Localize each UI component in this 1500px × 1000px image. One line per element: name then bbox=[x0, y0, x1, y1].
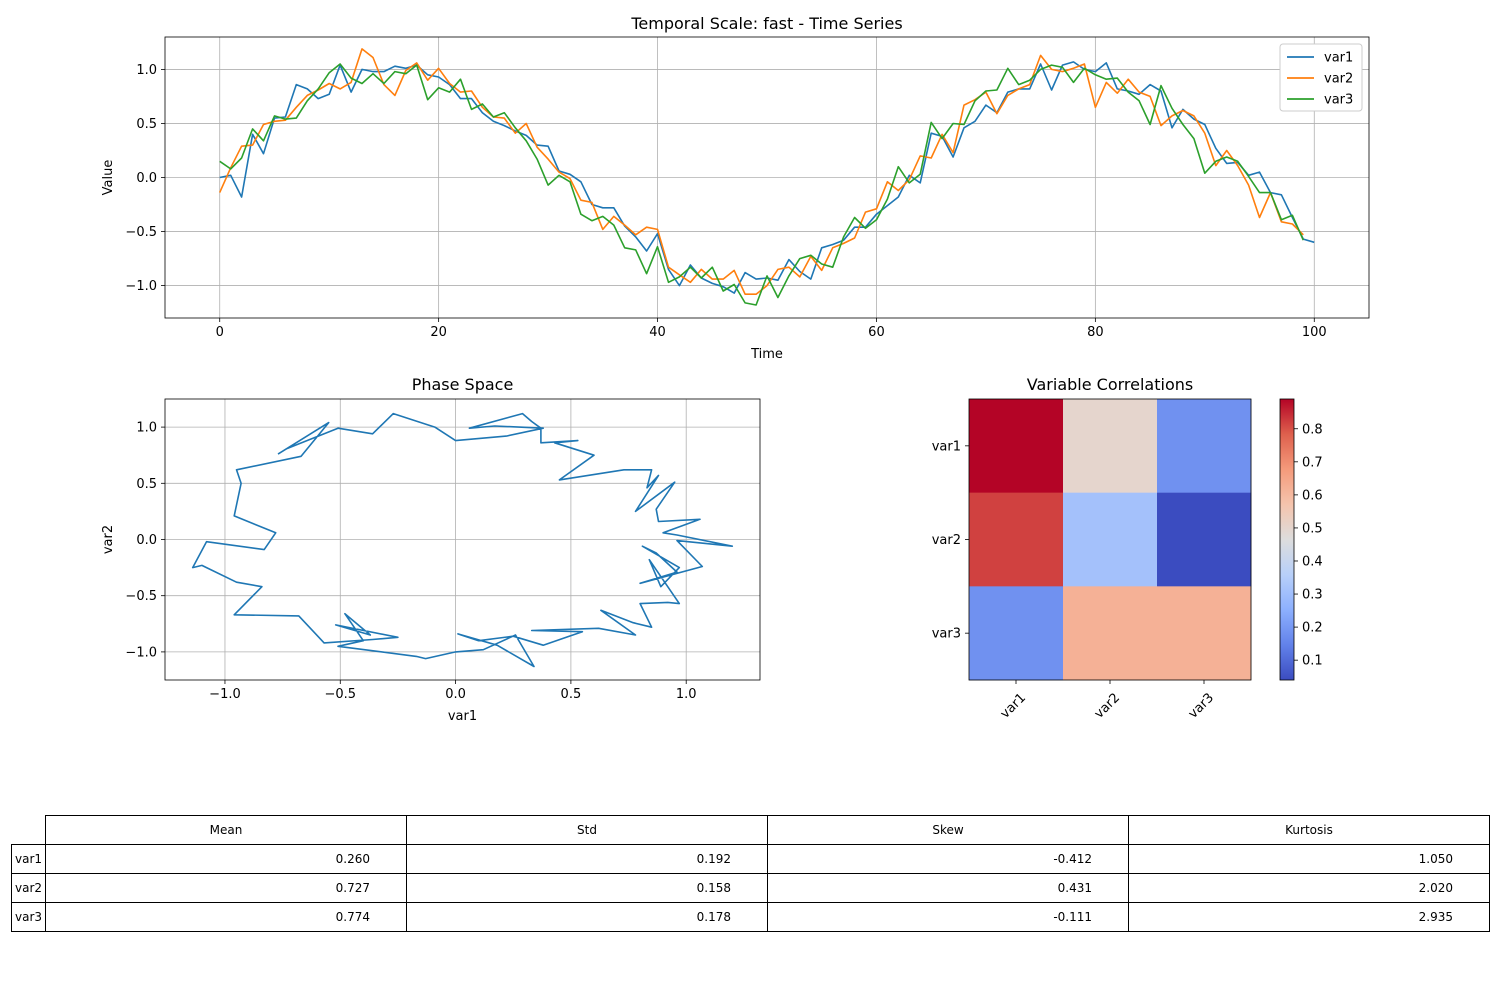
row-header: var3 bbox=[11, 902, 46, 932]
axes-frame bbox=[164, 36, 1370, 319]
colorbar-tick-label: 0.4 bbox=[1302, 554, 1323, 569]
table-cell: 0.178 bbox=[406, 902, 768, 932]
x-tick-label: var1 bbox=[998, 690, 1029, 721]
colorbar bbox=[1279, 398, 1295, 681]
column-header: Skew bbox=[767, 815, 1129, 845]
table-corner bbox=[12, 816, 46, 845]
table-row: var1 0.260 0.192 -0.412 1.050 bbox=[11, 844, 1490, 874]
x-axis-label: var1 bbox=[448, 709, 477, 724]
x-tick-label: −0.5 bbox=[324, 687, 356, 702]
colorbar-tick-label: 0.2 bbox=[1302, 621, 1323, 636]
y-tick-label: −0.5 bbox=[125, 589, 157, 604]
heatmap-cell bbox=[969, 586, 1064, 681]
table-cell: 0.774 bbox=[45, 902, 407, 932]
chart-title: Phase Space bbox=[412, 375, 514, 394]
table-cell: 0.192 bbox=[406, 844, 768, 874]
statistics-table: Mean Std Skew Kurtosis var1 0.260 0.192 … bbox=[11, 815, 1490, 932]
x-tick-label: 60 bbox=[868, 325, 885, 340]
y-tick-label: 1.0 bbox=[136, 421, 157, 436]
x-tick-label: 100 bbox=[1302, 325, 1327, 340]
table-cell: 0.727 bbox=[45, 873, 407, 903]
phase-trajectory bbox=[191, 412, 734, 668]
table-row: var3 0.774 0.178 -0.111 2.935 bbox=[11, 902, 1490, 932]
x-tick-label: 1.0 bbox=[676, 687, 697, 702]
y-tick-label: 0.0 bbox=[136, 171, 157, 186]
y-axis-label: Value bbox=[101, 160, 116, 196]
table-cell: 0.431 bbox=[767, 873, 1129, 903]
table-cell: -0.412 bbox=[767, 844, 1129, 874]
x-tick-label: 0 bbox=[216, 325, 224, 340]
table-cell: 1.050 bbox=[1128, 844, 1490, 874]
table-row: var2 0.727 0.158 0.431 2.020 bbox=[11, 873, 1490, 903]
y-tick-label: 1.0 bbox=[136, 63, 157, 78]
heatmap-cell bbox=[1063, 492, 1158, 587]
colorbar-tick-label: 0.1 bbox=[1302, 654, 1323, 669]
chart-title: Temporal Scale: fast - Time Series bbox=[630, 14, 902, 33]
heatmap-cell bbox=[1157, 492, 1252, 587]
heatmap-cell bbox=[1063, 399, 1158, 493]
colorbar-tick-label: 0.3 bbox=[1302, 588, 1323, 603]
x-tick-label: 0.0 bbox=[445, 687, 466, 702]
heatmap-cell bbox=[1063, 586, 1158, 681]
table-cell: 2.935 bbox=[1128, 902, 1490, 932]
colorbar-tick-label: 0.5 bbox=[1302, 521, 1323, 536]
series-line-var3 bbox=[219, 63, 1305, 306]
x-tick-label: 80 bbox=[1087, 325, 1104, 340]
y-tick-label: 0.5 bbox=[136, 477, 157, 492]
table-cell: 2.020 bbox=[1128, 873, 1490, 903]
table-cell: -0.111 bbox=[767, 902, 1129, 932]
colorbar-tick-label: 0.8 bbox=[1302, 422, 1323, 437]
column-header: Mean bbox=[45, 815, 407, 845]
legend-box bbox=[1279, 43, 1363, 112]
colorbar-tick-label: 0.7 bbox=[1302, 455, 1323, 470]
y-tick-label: −1.0 bbox=[125, 645, 157, 660]
x-tick-label: 0.5 bbox=[561, 687, 582, 702]
y-tick-label: var3 bbox=[932, 627, 961, 642]
series-line-var2 bbox=[218, 48, 1304, 296]
y-tick-label: var1 bbox=[932, 439, 961, 454]
y-tick-label: var2 bbox=[932, 533, 961, 548]
y-axis-label: var2 bbox=[101, 525, 116, 554]
column-header: Std bbox=[406, 815, 768, 845]
legend-label: var3 bbox=[1324, 93, 1353, 108]
table-cell: 0.158 bbox=[406, 873, 768, 903]
y-tick-label: −0.5 bbox=[125, 225, 157, 240]
y-tick-label: 0.0 bbox=[136, 533, 157, 548]
y-tick-label: −1.0 bbox=[125, 279, 157, 294]
table-cell: 0.260 bbox=[45, 844, 407, 874]
colorbar-tick-label: 0.6 bbox=[1302, 488, 1323, 503]
y-tick-label: 0.5 bbox=[136, 117, 157, 132]
heatmap-cell bbox=[1157, 586, 1252, 681]
row-header: var2 bbox=[11, 873, 46, 903]
axes-frame bbox=[164, 398, 761, 681]
table-header-row: Mean Std Skew Kurtosis bbox=[12, 815, 1490, 845]
heatmap-cell bbox=[969, 399, 1064, 493]
x-tick-label: var2 bbox=[1092, 690, 1123, 721]
legend-label: var1 bbox=[1324, 51, 1353, 66]
row-header: var1 bbox=[11, 844, 46, 874]
chart-title: Variable Correlations bbox=[1027, 375, 1193, 394]
heatmap-cell bbox=[1157, 399, 1252, 493]
legend-label: var2 bbox=[1324, 72, 1353, 87]
x-tick-label: −1.0 bbox=[209, 687, 241, 702]
x-tick-label: 20 bbox=[430, 325, 447, 340]
x-tick-label: 40 bbox=[649, 325, 666, 340]
heatmap-cell bbox=[969, 492, 1064, 587]
x-axis-label: Time bbox=[750, 347, 783, 362]
column-header: Kurtosis bbox=[1128, 815, 1490, 845]
x-tick-label: var3 bbox=[1186, 690, 1217, 721]
